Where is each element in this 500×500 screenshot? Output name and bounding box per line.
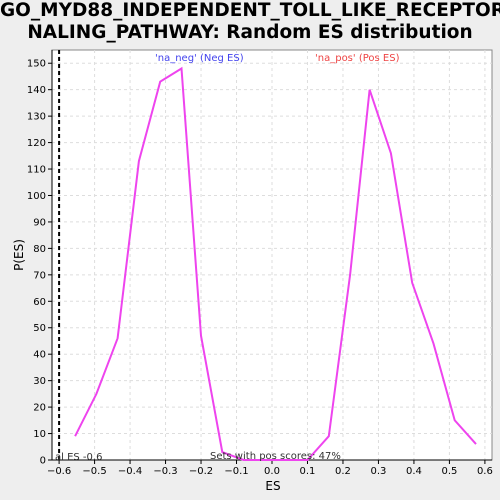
- grid: [52, 50, 492, 460]
- y-tick-label: 0: [40, 456, 46, 467]
- x-tick-label: 0.2: [335, 466, 351, 477]
- y-tick-label: 120: [27, 138, 46, 149]
- y-tick-label: 30: [33, 376, 46, 387]
- y-tick-label: 150: [27, 59, 46, 70]
- x-tick-label: 0.3: [370, 466, 386, 477]
- y-tick-label: 110: [27, 165, 46, 176]
- y-tick-label: 100: [27, 191, 46, 202]
- actual-es-label: al ES -0.6: [55, 452, 102, 463]
- y-axis: 0 10 20 30 40 50 60 70 80 90 100 110 120 130 140 150: [27, 50, 53, 467]
- y-tick-label: 70: [33, 270, 46, 281]
- x-axis: −0.6 −0.5 −0.4 −0.3 −0.2 −0.1 0.0 0.1 0.2 0.3 0.4 0…: [47, 459, 493, 477]
- x-tick-label: −0.1: [224, 466, 248, 477]
- x-tick-label: −0.6: [47, 466, 71, 477]
- series-line: [74, 66, 477, 461]
- pos-es-label: 'na_pos' (Pos ES): [315, 53, 400, 64]
- x-tick-label: 0.1: [300, 466, 316, 477]
- x-tick-label: 0.0: [264, 466, 280, 477]
- y-tick-label: 130: [27, 112, 46, 123]
- y-tick-label: 40: [33, 350, 46, 361]
- x-tick-label: 0.6: [477, 466, 493, 477]
- y-tick-label: 10: [33, 429, 46, 440]
- x-tick-label: −0.4: [118, 466, 142, 477]
- x-tick-label: −0.3: [153, 466, 177, 477]
- y-tick-label: 20: [33, 403, 46, 414]
- x-axis-label: ES: [265, 479, 280, 493]
- y-tick-label: 60: [33, 297, 46, 308]
- x-tick-label: −0.5: [82, 466, 106, 477]
- y-tick-label: 90: [33, 217, 46, 228]
- x-tick-label: 0.5: [441, 466, 457, 477]
- y-tick-label: 80: [33, 244, 46, 255]
- pos-scores-label: Sets with pos scores: 47%: [210, 451, 341, 462]
- x-tick-label: −0.2: [189, 466, 213, 477]
- y-tick-label: 140: [27, 85, 46, 96]
- chart-title-line-1: GO_MYD88_INDEPENDENT_TOLL_LIKE_RECEPTOR_…: [0, 0, 500, 21]
- chart-title-line-2: NALING_PATHWAY: Random ES distribution: [27, 22, 473, 43]
- x-tick-label: 0.4: [406, 466, 422, 477]
- chart-title: GO_MYD88_INDEPENDENT_TOLL_LIKE_RECEPTOR_…: [0, 0, 500, 44]
- neg-es-label: 'na_neg' (Neg ES): [155, 53, 244, 64]
- y-tick-label: 50: [33, 323, 46, 334]
- y-axis-label: P(ES): [12, 239, 26, 271]
